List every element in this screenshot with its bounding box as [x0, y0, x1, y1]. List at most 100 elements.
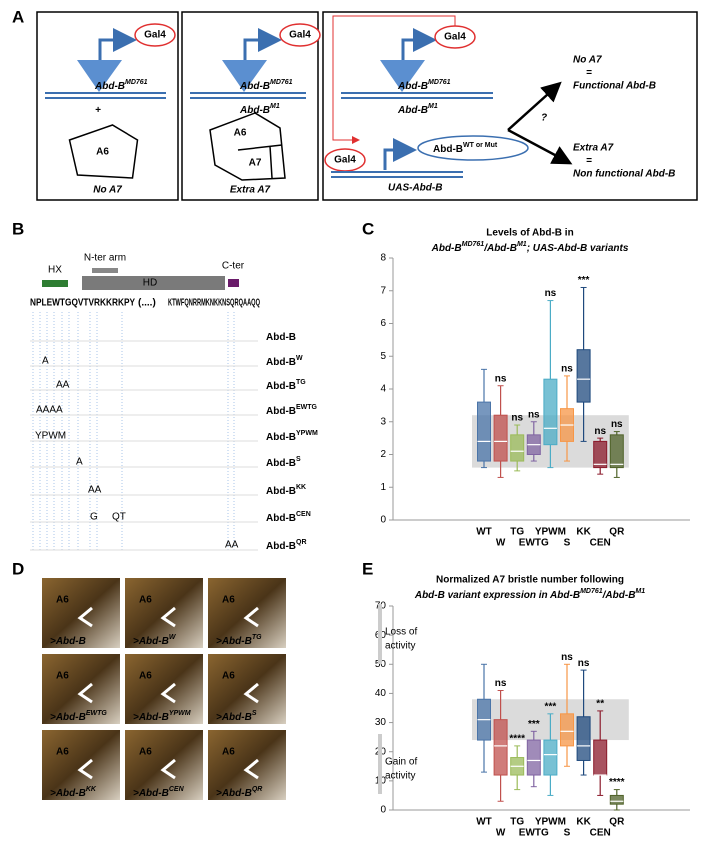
segment-label: A7	[249, 158, 262, 169]
significance: ns	[561, 364, 573, 375]
arrowhead	[243, 758, 259, 780]
genotype-box	[36, 11, 179, 201]
segment-label: A6	[56, 747, 69, 758]
box	[493, 414, 508, 462]
box	[526, 739, 541, 776]
superscript: M1	[270, 103, 280, 110]
panel-label: E	[362, 559, 373, 578]
micrograph	[208, 730, 286, 800]
driver-label: Abd-BMD761	[94, 79, 148, 92]
text-part: >Abd-B	[133, 636, 169, 647]
image-caption: >Abd-B	[50, 636, 86, 647]
x-tick-label: WT	[476, 817, 492, 828]
superscript: EWTG	[86, 710, 108, 717]
annotation: Gain of	[385, 757, 417, 768]
text-part: Abd-B variant expression in Abd-B	[414, 590, 580, 601]
box	[477, 401, 491, 462]
p-element	[77, 60, 122, 92]
outcome-text: Extra A7	[573, 143, 614, 154]
x-tick-label: QR	[609, 817, 625, 828]
variant-name: Abd-BKK	[266, 484, 306, 497]
superscript: M1	[428, 103, 438, 110]
x-tick-label: W	[496, 538, 506, 549]
y-tick-label: 5	[380, 351, 386, 362]
arrowhead	[77, 758, 93, 780]
text-part: Abd-B	[266, 432, 296, 443]
significance: ns	[611, 419, 623, 430]
driver-label: Abd-BMD761	[397, 79, 451, 92]
segment-label: A6	[139, 595, 152, 606]
text-part: +	[95, 105, 101, 116]
superscript: QR	[296, 539, 307, 546]
x-tick-label: EWTG	[519, 828, 549, 839]
significance: ns	[561, 652, 573, 663]
significance: ns	[528, 409, 540, 420]
significance: ****	[509, 734, 525, 745]
superscript: YPWM	[169, 710, 191, 717]
text-part: >Abd-B	[50, 788, 86, 799]
sequence-logo: NPLEWTGQVTVRKKRKPY	[30, 298, 135, 309]
x-tick-label: WT	[476, 527, 492, 538]
outcome-text: =	[586, 68, 592, 79]
panel-label: C	[362, 219, 374, 238]
y-tick-label: 0	[380, 515, 386, 526]
variant-name: Abd-B	[266, 332, 296, 343]
x-tick-label: TG	[510, 527, 524, 538]
text-part: Abd-B	[266, 357, 296, 368]
significance: ****	[609, 777, 625, 788]
panel-label: D	[12, 559, 24, 578]
segment-label: A6	[139, 671, 152, 682]
mutation: AAAA	[36, 405, 63, 416]
superscript: S	[296, 456, 301, 463]
image-caption: >Abd-BEWTG	[50, 710, 107, 723]
text-part: /Abd-B	[602, 590, 636, 601]
significance: ns	[578, 658, 590, 669]
outcome-arrow	[507, 81, 562, 131]
domain-bar	[228, 279, 239, 287]
outcome-text: No A7	[573, 55, 602, 66]
text-part: >Abd-B	[50, 636, 86, 647]
variant-name: Abd-BW	[266, 355, 303, 368]
domain-label: HD	[143, 278, 157, 289]
caption: No A7	[93, 185, 122, 196]
superscript: MD761	[428, 79, 451, 86]
text-part: Abd-B	[431, 243, 462, 254]
y-tick-label: 7	[380, 285, 386, 296]
variant-name: Abd-BQR	[266, 539, 307, 552]
transgene-oval	[417, 135, 529, 161]
superscript: TG	[252, 634, 262, 641]
superscript: M1	[635, 588, 645, 595]
superscript: YPWM	[296, 430, 318, 437]
image-caption: >Abd-BKK	[50, 786, 97, 799]
micrograph	[208, 654, 286, 724]
superscript: EWTG	[296, 404, 318, 411]
micrograph	[125, 654, 203, 724]
genotype-box	[181, 11, 319, 201]
uas-arrow	[383, 138, 417, 170]
annotation-bar	[378, 734, 382, 794]
arrowhead	[160, 606, 176, 628]
x-tick-label: KK	[576, 817, 591, 828]
text-part: Abd-B	[266, 541, 296, 552]
superscript: MD761	[462, 241, 485, 248]
significance: ns	[511, 413, 523, 424]
text-part: >Abd-B	[216, 712, 252, 723]
driver-label: Abd-BMD761	[239, 79, 293, 92]
image-caption: >Abd-BQR	[216, 786, 262, 799]
box	[609, 434, 624, 469]
domain-bar	[82, 276, 225, 290]
text-part: >Abd-B	[50, 712, 86, 723]
allele-label: Abd-BM1	[397, 103, 438, 116]
text-part: Abd-B	[266, 458, 296, 469]
text-part: Abd-B	[239, 81, 270, 92]
variant-name: Abd-BTG	[266, 379, 306, 392]
outcome-text: =	[586, 156, 592, 167]
x-tick-label: CEN	[590, 538, 611, 549]
image-caption: >Abd-BW	[133, 634, 177, 647]
y-tick-label: 1	[380, 482, 386, 493]
superscript: MD761	[270, 79, 293, 86]
significance: ***	[578, 275, 590, 286]
image-caption: >Abd-BYPWM	[133, 710, 191, 723]
promoter-arrow	[98, 28, 137, 60]
box	[510, 434, 525, 462]
